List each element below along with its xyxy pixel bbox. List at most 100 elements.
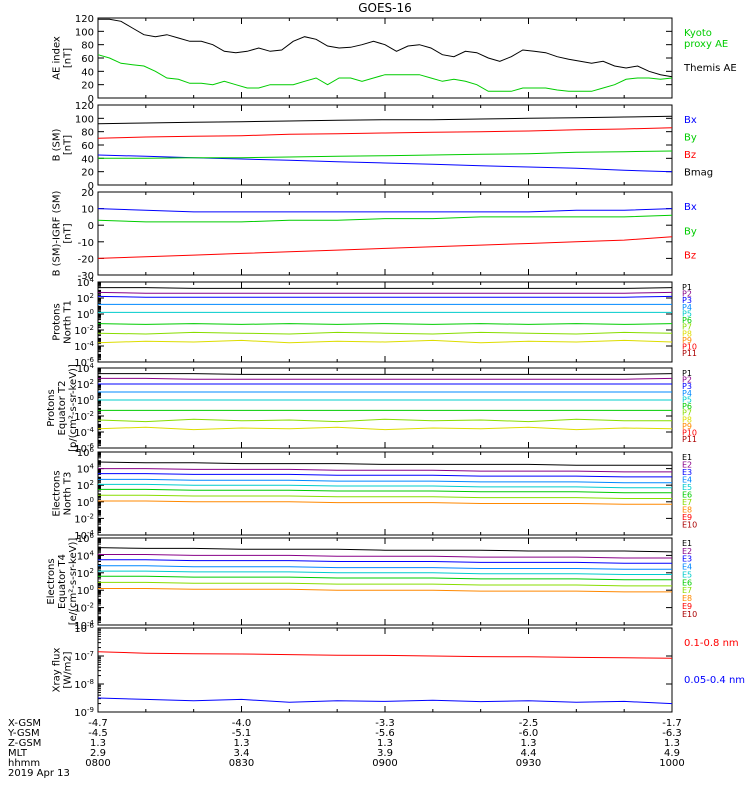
y-tick-label: 10-4 [74, 529, 94, 542]
legend-entry: E3 [682, 555, 692, 564]
series-line [97, 547, 673, 553]
legend-entry: proxy AE [684, 39, 728, 50]
legend-entry: E8 [682, 594, 692, 603]
panel-electrons-equator: 10-4 10-2 100 102 104 106 Electrons Equator T4[… [46, 532, 697, 632]
y-tick-label: 40 [81, 154, 94, 165]
y-tick-label: 10-9 [74, 706, 94, 719]
legend-entry: E4 [682, 476, 692, 485]
y-axis-label: Electrons [46, 558, 57, 604]
y-tick-label: 104 [77, 549, 95, 562]
y-tick-label: 10-2 [74, 410, 94, 423]
legend-entry: P7 [682, 323, 692, 332]
axis-row-value: 1.3 [521, 738, 537, 749]
series-line [98, 565, 672, 570]
panel-protons-north: 10-6 10-4 10-2 100 102 104 Protons North T1 P1P2… [52, 276, 698, 369]
axis-row-value: 3.9 [377, 748, 393, 759]
y-tick-label: 102 [77, 292, 94, 305]
y-tick-label: 100 [75, 114, 94, 125]
legend-entry: P7 [682, 409, 692, 418]
legend-entry: E1 [682, 539, 692, 548]
axis-row-value: -4.0 [232, 718, 252, 729]
panel-frame [97, 627, 673, 713]
y-tick-label: 120 [75, 101, 94, 112]
legend-entry: P9 [682, 422, 692, 431]
axis-row-value: 2.9 [90, 748, 106, 759]
y-tick-label: 80 [81, 41, 94, 52]
series-line [97, 331, 673, 335]
axis-row-value: -5.1 [232, 728, 252, 739]
series-line [98, 478, 672, 484]
legend-entry: E9 [682, 513, 692, 522]
series-line [97, 339, 673, 344]
legend-entry: P4 [682, 389, 692, 398]
axis-row-value: 3.4 [234, 748, 250, 759]
panel-b-sm: 0 20 40 60 80 100 120 B (SM) [nT] Bx By Bz Bmag [52, 101, 714, 192]
axis-row-value: 0800 [85, 758, 110, 769]
series-line [98, 377, 673, 380]
series-line [97, 461, 672, 466]
axis-row-value: -3.3 [375, 718, 395, 729]
legend-entry: P5 [682, 309, 692, 318]
legend-entry: E5 [682, 483, 692, 492]
series-line [98, 483, 672, 489]
axis-row-value: 1000 [659, 758, 684, 769]
legend-entry: Bz [684, 251, 696, 262]
y-tick-label: 102 [77, 378, 94, 391]
legend-entry: Themis AE [683, 63, 737, 74]
y-tick-label: 106 [77, 446, 95, 459]
y-tick-label: 100 [77, 394, 94, 407]
y-tick-label: 20 [81, 168, 94, 179]
y-tick-label: 60 [81, 54, 94, 65]
y-tick-label: 10-2 [74, 324, 94, 337]
y-axis-label: Protons [52, 303, 63, 340]
y-tick-label: 10-8 [74, 678, 94, 691]
y-tick-label: -10 [78, 238, 94, 249]
series-line [98, 373, 673, 375]
legend-entry: Bmag [684, 168, 713, 179]
series-line [97, 236, 673, 259]
legend-entry: E10 [682, 521, 697, 530]
y-tick-label: 10-6 [74, 356, 94, 369]
series-line [98, 581, 672, 587]
legend-entry: E8 [682, 506, 692, 515]
y-axis-label: [nT] [63, 223, 74, 243]
y-tick-label: 10 [81, 205, 94, 216]
y-axis-label: Electrons [52, 470, 63, 516]
series-line [97, 214, 673, 223]
y-axis-label: Equator T2 [57, 381, 68, 436]
series-line [97, 208, 673, 213]
legend-entry: 0.05-0.4 nm [684, 675, 745, 686]
y-tick-label: 104 [77, 463, 95, 476]
axis-row-value: 4.9 [664, 748, 680, 759]
axis-row-value: -2.5 [519, 718, 539, 729]
legend-entry: P4 [682, 303, 692, 312]
legend-entry: By [684, 133, 697, 144]
axis-row-value: -6.3 [662, 728, 682, 739]
y-axis-label: AE index [52, 36, 63, 80]
panel-xray: 10-9 10-8 10-7 10-6 Xray flux [W/m2] 0.1-0.8 n… [52, 622, 746, 719]
y-axis-label: [e/(cm²-s-sr-keV)] [68, 538, 79, 626]
y-tick-label: 100 [75, 27, 94, 38]
series-line [98, 500, 672, 505]
y-axis-label: B (SM) [52, 128, 63, 161]
axis-row-value: 0900 [372, 758, 397, 769]
legend-entry: P6 [682, 402, 692, 411]
y-tick-label: 60 [81, 141, 94, 152]
legend-entry: E6 [682, 491, 692, 500]
series-line [98, 554, 672, 559]
axis-row-value: -6.0 [519, 728, 539, 739]
axis-row-value: 1.3 [90, 738, 106, 749]
panel-protons-equator: 10-6 10-4 10-2 100 102 104 Protons Equator T2 [p… [46, 362, 697, 455]
legend-entry: E7 [682, 498, 692, 507]
legend-entry: P8 [682, 329, 692, 338]
legend-entry: P9 [682, 336, 692, 345]
axis-row-value: 0830 [229, 758, 254, 769]
panel-b-igrf: -30 -20 -10 0 10 20 B (SM)-IGRF (SM) [nT] Bx By Bz [52, 188, 697, 282]
y-axis-label: [nT] [63, 135, 74, 155]
axis-row-label: X-GSM [8, 718, 41, 729]
legend-entry: Kyoto [684, 28, 712, 39]
legend-entry: Bz [684, 150, 696, 161]
axis-row-label: Y-GSM [7, 728, 40, 739]
